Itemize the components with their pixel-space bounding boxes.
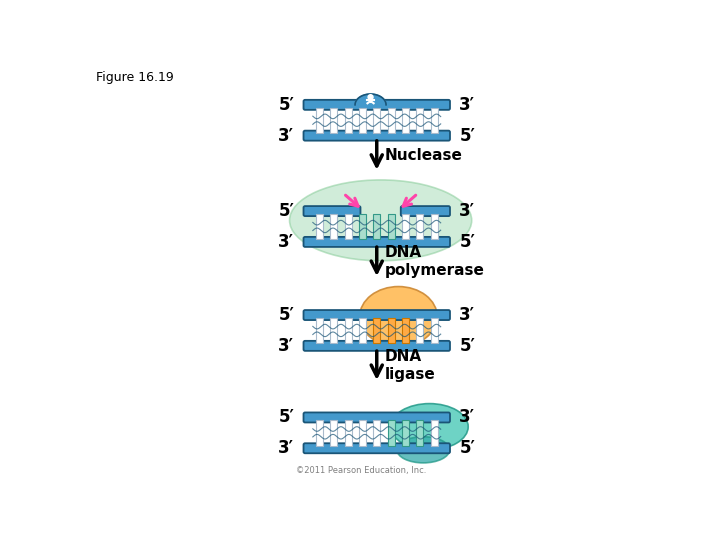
- Bar: [373, 107, 380, 133]
- Bar: [431, 107, 438, 133]
- FancyBboxPatch shape: [304, 413, 450, 422]
- Ellipse shape: [391, 403, 468, 450]
- Bar: [387, 214, 395, 239]
- Bar: [359, 214, 366, 239]
- Text: 3′: 3′: [459, 306, 475, 324]
- Bar: [431, 420, 438, 445]
- Text: 3′: 3′: [278, 337, 294, 355]
- Bar: [387, 420, 395, 445]
- FancyBboxPatch shape: [304, 341, 450, 351]
- Bar: [359, 318, 366, 343]
- Text: 3′: 3′: [278, 439, 294, 457]
- Text: 3′: 3′: [278, 127, 294, 145]
- Bar: [387, 318, 395, 343]
- Ellipse shape: [289, 180, 472, 261]
- Text: DNA
ligase: DNA ligase: [384, 349, 436, 382]
- Text: 3′: 3′: [459, 96, 475, 114]
- Text: 5′: 5′: [279, 96, 294, 114]
- Bar: [359, 420, 366, 445]
- Circle shape: [368, 94, 373, 99]
- FancyBboxPatch shape: [304, 237, 450, 247]
- FancyBboxPatch shape: [401, 206, 450, 216]
- Bar: [402, 420, 409, 445]
- Bar: [373, 420, 380, 445]
- Ellipse shape: [360, 287, 437, 347]
- Bar: [387, 107, 395, 133]
- FancyBboxPatch shape: [304, 443, 450, 453]
- Ellipse shape: [397, 437, 449, 463]
- Bar: [431, 318, 438, 343]
- Polygon shape: [355, 94, 386, 105]
- Bar: [402, 107, 409, 133]
- Text: 5′: 5′: [459, 233, 475, 251]
- Text: 5′: 5′: [459, 127, 475, 145]
- Bar: [416, 318, 423, 343]
- FancyBboxPatch shape: [304, 131, 450, 140]
- Bar: [330, 420, 337, 445]
- Bar: [416, 214, 423, 239]
- Bar: [416, 420, 423, 445]
- Text: Nuclease: Nuclease: [384, 148, 462, 163]
- FancyBboxPatch shape: [304, 206, 361, 216]
- Text: 5′: 5′: [279, 202, 294, 220]
- Bar: [373, 318, 380, 343]
- Bar: [431, 214, 438, 239]
- FancyBboxPatch shape: [304, 100, 450, 110]
- Bar: [373, 214, 380, 239]
- Text: 5′: 5′: [279, 408, 294, 427]
- Text: 3′: 3′: [459, 408, 475, 427]
- Text: 3′: 3′: [278, 233, 294, 251]
- Bar: [330, 107, 337, 133]
- Bar: [345, 107, 351, 133]
- Bar: [345, 420, 351, 445]
- Bar: [316, 107, 323, 133]
- Text: 5′: 5′: [459, 439, 475, 457]
- Text: ©2011 Pearson Education, Inc.: ©2011 Pearson Education, Inc.: [296, 466, 426, 475]
- Bar: [316, 214, 323, 239]
- Bar: [316, 420, 323, 445]
- Text: 5′: 5′: [459, 337, 475, 355]
- FancyBboxPatch shape: [304, 310, 450, 320]
- Bar: [402, 214, 409, 239]
- Text: DNA
polymerase: DNA polymerase: [384, 245, 485, 278]
- Bar: [416, 107, 423, 133]
- Text: Figure 16.19: Figure 16.19: [96, 71, 174, 84]
- Bar: [330, 318, 337, 343]
- Text: 5′: 5′: [279, 306, 294, 324]
- Bar: [330, 214, 337, 239]
- Bar: [345, 214, 351, 239]
- Bar: [402, 318, 409, 343]
- Bar: [345, 318, 351, 343]
- Text: 3′: 3′: [459, 202, 475, 220]
- Bar: [359, 107, 366, 133]
- Bar: [316, 318, 323, 343]
